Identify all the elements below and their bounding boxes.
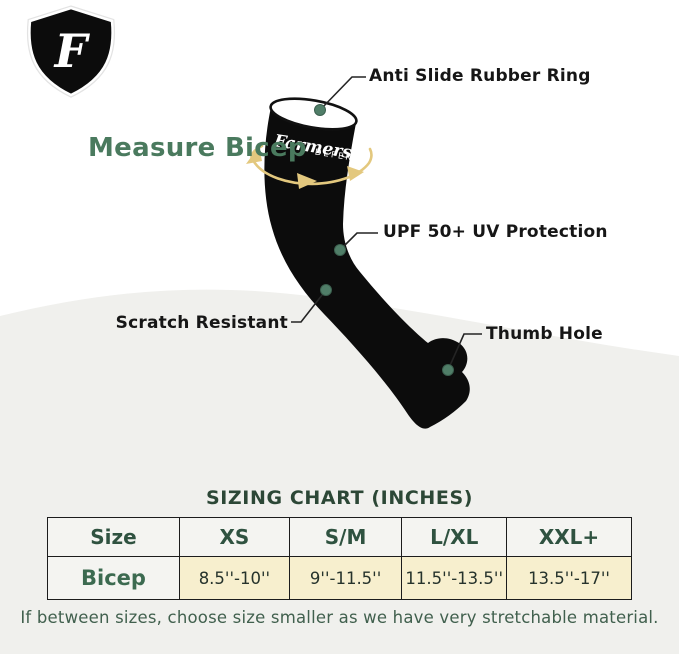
col-header-xs: XS [178, 517, 290, 557]
sleeve-opening [269, 97, 358, 131]
col-header-lxl: L/XL [401, 517, 507, 557]
measure-arrow [246, 144, 373, 189]
col-header-xxl: XXL+ [505, 517, 633, 557]
dot-anti-slide [314, 104, 326, 116]
brand-shield-logo: F [26, 5, 116, 98]
callout-lines [291, 76, 482, 371]
dot-upf [334, 244, 346, 256]
bicep-value-lxl: 11.5''-13.5'' [401, 556, 507, 600]
leader-upf [339, 232, 378, 251]
bicep-value-xs: 8.5''-10'' [178, 556, 290, 600]
dot-thumb [442, 364, 454, 376]
leader-thumb [447, 333, 482, 371]
col-header-sm: S/M [288, 517, 403, 557]
leader-anti-slide [319, 76, 366, 111]
sleeve-body [264, 99, 470, 429]
callout-measure-bicep-label: Measure Bicep [88, 133, 307, 163]
callout-anti-slide-label: Anti Slide Rubber Ring [369, 66, 591, 86]
sizing-note: If between sizes, choose size smaller as… [20, 608, 659, 627]
logo-letter: F [53, 24, 91, 78]
leader-scratch [291, 289, 327, 323]
callout-thumb-label: Thumb Hole [486, 324, 603, 344]
sizing-table-bicep-row: Bicep 8.5''-10'' 9''-11.5'' 11.5''-13.5'… [47, 556, 633, 600]
callout-dots [314, 104, 454, 376]
bicep-value-sm: 9''-11.5'' [288, 556, 403, 600]
callout-upf-label: UPF 50+ UV Protection [383, 222, 608, 242]
sizing-table-header-row: Size XS S/M L/XL XXL+ [47, 517, 633, 557]
callout-scratch-label: Scratch Resistant [115, 313, 288, 333]
bicep-value-xxl: 13.5''-17'' [505, 556, 633, 600]
arrowhead-left [246, 146, 262, 164]
sizing-chart-title: SIZING CHART (INCHES) [205, 487, 474, 509]
dot-scratch [320, 284, 332, 296]
row-label-bicep: Bicep [47, 556, 180, 600]
sizing-table: Size XS S/M L/XL XXL+ Bicep 8.5''-10'' 9… [47, 517, 633, 600]
arrowhead-mid [297, 173, 317, 189]
arm-sleeve-illustration: Farmers DEFENSE [264, 97, 470, 429]
arrowhead-right [347, 166, 364, 181]
col-header-size: Size [47, 517, 180, 557]
